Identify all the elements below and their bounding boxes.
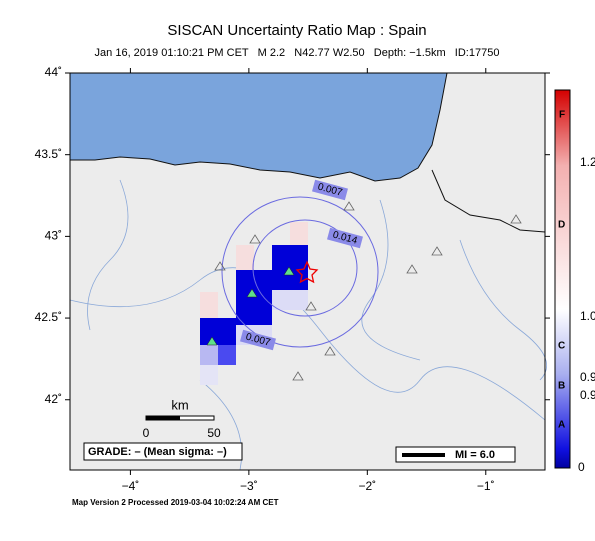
contours [221,196,379,348]
grade-box [83,442,243,461]
lat-tick-label: 43.5˚ [35,147,62,161]
frame [69,72,546,471]
footer: Map Version 2 Processed 2019-03-04 10:02… [72,498,279,507]
map: 0.007 0.014 0.007 km 0 50 GRADE: – (Mean… [69,72,548,471]
active-stations [206,266,295,346]
grade-letter: D [558,220,565,231]
lon-tick-label: −1˚ [477,479,495,493]
grade: GRADE: – (Mean sigma: –) [88,446,227,458]
scale-bar: km 0 50 [143,397,221,440]
lat-tick-label: 43˚ [45,229,62,243]
scale-start: 0 [143,426,150,440]
lon-tick-label: −3˚ [240,479,258,493]
colorbar-label: 1.0 [580,309,595,323]
epicenter [295,260,319,284]
border [431,169,546,233]
lat-tick-label: 42˚ [45,392,62,406]
colorbar-label: 0.9 [580,370,595,384]
rivers [69,179,548,471]
scale-end: 50 [207,426,221,440]
colorbar-label: 0.9 [580,388,595,402]
grade-letter: B [558,381,565,392]
lat-tick-label: 44˚ [45,65,62,79]
scale-unit: km [171,397,188,412]
colorbar-bar [554,89,571,469]
stations [214,201,522,381]
colorbar-label: 0 [578,460,585,474]
lon-tick-label: −2˚ [358,479,376,493]
grade-letter: C [558,341,565,352]
subtitle: Jan 16, 2019 01:10:21 PM CET M 2.2 N42.7… [95,47,500,59]
grade-letter: A [558,420,565,431]
colorbar: F D C B A 1.2 1.0 0.9 0.9 0 [554,89,595,474]
grade-letter: F [559,110,565,121]
mi-legend: MI = 6.0 [455,449,495,461]
sea [69,72,448,182]
lon-tick-label: −4˚ [122,479,140,493]
mi-box [395,446,516,463]
title: SISCAN Uncertainty Ratio Map : Spain [167,22,426,39]
lat-tick-label: 42.5˚ [35,310,62,324]
colorbar-label: 1.2 [580,155,595,169]
